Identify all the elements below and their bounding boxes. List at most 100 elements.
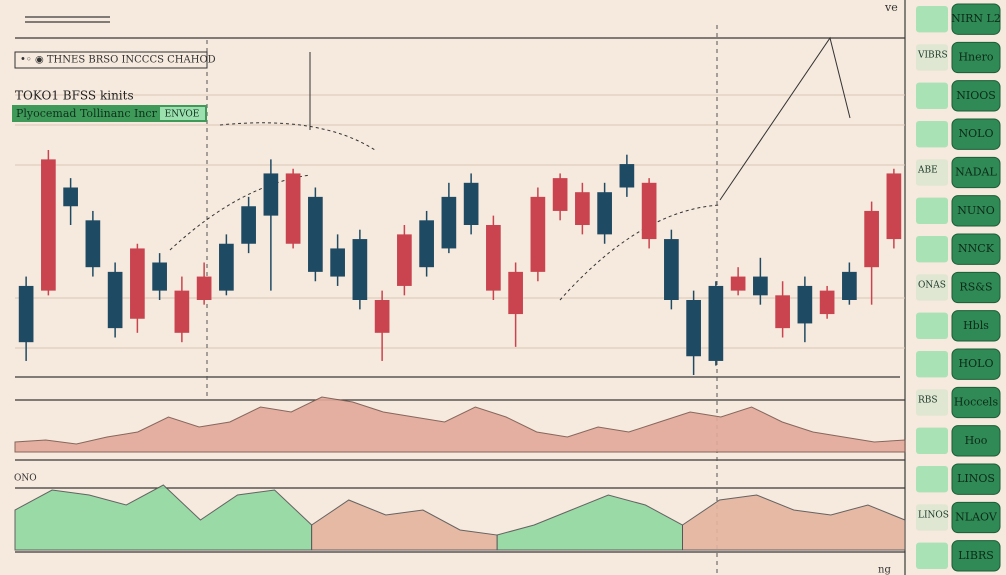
side-button[interactable] xyxy=(951,501,1001,534)
side-button-label[interactable]: NIOOS xyxy=(956,89,996,102)
side-icon xyxy=(916,504,948,531)
side-button-label[interactable]: NNCK xyxy=(958,242,995,255)
side-tag: ONAS xyxy=(918,281,946,291)
candle-body xyxy=(819,290,835,315)
side-button-label[interactable]: NLAOV xyxy=(955,511,998,524)
candle-body xyxy=(263,173,279,216)
candle-body xyxy=(463,182,479,225)
candle-body xyxy=(864,210,879,268)
candle-body xyxy=(85,220,101,268)
candle-body xyxy=(374,300,390,333)
banner-tag: ENVOE xyxy=(165,110,200,120)
candle-body xyxy=(619,164,635,188)
side-button-label[interactable]: HOLO xyxy=(959,357,994,370)
candle-body xyxy=(597,192,612,235)
side-button-label[interactable]: Hoo xyxy=(965,434,988,447)
candle-body xyxy=(775,295,790,329)
volume-area xyxy=(14,396,906,453)
candle-body xyxy=(730,276,746,291)
side-button-label[interactable]: NIRN L2 xyxy=(951,12,1001,25)
candle-body xyxy=(530,196,546,272)
side-button[interactable] xyxy=(951,233,1001,265)
side-tag: RBS xyxy=(918,396,938,406)
side-icon xyxy=(916,197,948,224)
candle-body xyxy=(486,225,501,291)
side-icon xyxy=(916,389,948,416)
candle-body xyxy=(130,248,145,319)
banner xyxy=(12,105,207,122)
candle-body xyxy=(797,285,813,324)
candle-body xyxy=(352,239,368,300)
side-button[interactable] xyxy=(951,310,1001,342)
candle-body xyxy=(241,206,256,244)
candle-body xyxy=(397,234,412,286)
candle-body xyxy=(285,173,301,244)
candle-body xyxy=(552,178,568,211)
candle-body xyxy=(575,192,590,225)
candle-body xyxy=(152,262,167,291)
side-tag: LINOS xyxy=(918,511,949,521)
side-button[interactable] xyxy=(951,463,1001,495)
side-button[interactable] xyxy=(951,3,1001,35)
side-button[interactable] xyxy=(951,41,1001,74)
panel-mark: ONO xyxy=(14,474,37,484)
side-icon xyxy=(916,236,948,263)
side-button-label[interactable]: RS&S xyxy=(959,281,992,294)
candle-body xyxy=(174,290,190,333)
side-button-label[interactable]: LINOS xyxy=(957,472,995,485)
layout-lines xyxy=(15,0,906,575)
candle-body xyxy=(886,173,902,240)
subtitle: TOKO1 BFSS kinits xyxy=(15,89,134,103)
side-icon xyxy=(916,542,948,569)
side-button-label[interactable]: Hbls xyxy=(963,319,989,332)
side-button-label[interactable]: NADAL xyxy=(955,166,997,179)
side-icon xyxy=(916,351,948,378)
side-button[interactable] xyxy=(951,386,1001,419)
candle-body xyxy=(107,271,123,329)
side-icon xyxy=(916,82,948,109)
side-button-label[interactable]: Hnero xyxy=(958,51,993,64)
top-mark: ve xyxy=(884,1,898,14)
side-icon xyxy=(916,159,948,186)
candle-body xyxy=(441,196,457,249)
side-icon xyxy=(916,466,948,493)
footer-mark: ng xyxy=(878,565,891,575)
side-button[interactable] xyxy=(951,540,1001,572)
candle-body xyxy=(708,285,724,361)
candle-body xyxy=(842,271,857,300)
side-button-label[interactable]: Hoccels xyxy=(954,396,999,409)
side-icon xyxy=(916,44,948,71)
candle-body xyxy=(641,182,657,240)
side-tag: VIBRS xyxy=(917,51,948,61)
side-icon xyxy=(916,427,948,454)
side-button[interactable] xyxy=(951,156,1001,189)
side-button-label[interactable]: NUNO xyxy=(957,204,995,217)
side-button[interactable] xyxy=(951,80,1001,112)
side-icon xyxy=(916,121,948,148)
side-button[interactable] xyxy=(951,348,1001,380)
side-button[interactable] xyxy=(951,195,1001,227)
candle-body xyxy=(219,243,234,291)
candle-body xyxy=(508,271,523,315)
side-button-label[interactable]: NOLO xyxy=(959,127,994,140)
candle-body xyxy=(686,300,701,357)
banner-tag-bg xyxy=(160,107,205,120)
banner-text: Plyocemad Tollinanc Incr xyxy=(16,107,158,120)
side-button[interactable] xyxy=(951,425,1001,457)
side-icon xyxy=(916,6,948,33)
side-icon xyxy=(916,312,948,339)
guide-lines xyxy=(15,94,905,349)
side-button[interactable] xyxy=(951,271,1001,304)
side-button[interactable] xyxy=(951,118,1001,150)
candle-body xyxy=(18,285,34,343)
legend-box xyxy=(14,51,208,69)
side-icon xyxy=(916,274,948,301)
candle-body xyxy=(196,276,212,300)
candle-body xyxy=(41,159,56,291)
side-button-label[interactable]: LIBRS xyxy=(958,549,994,562)
candle-body xyxy=(753,276,768,296)
side-tag: ABE xyxy=(917,166,938,176)
candle-body xyxy=(63,187,78,207)
